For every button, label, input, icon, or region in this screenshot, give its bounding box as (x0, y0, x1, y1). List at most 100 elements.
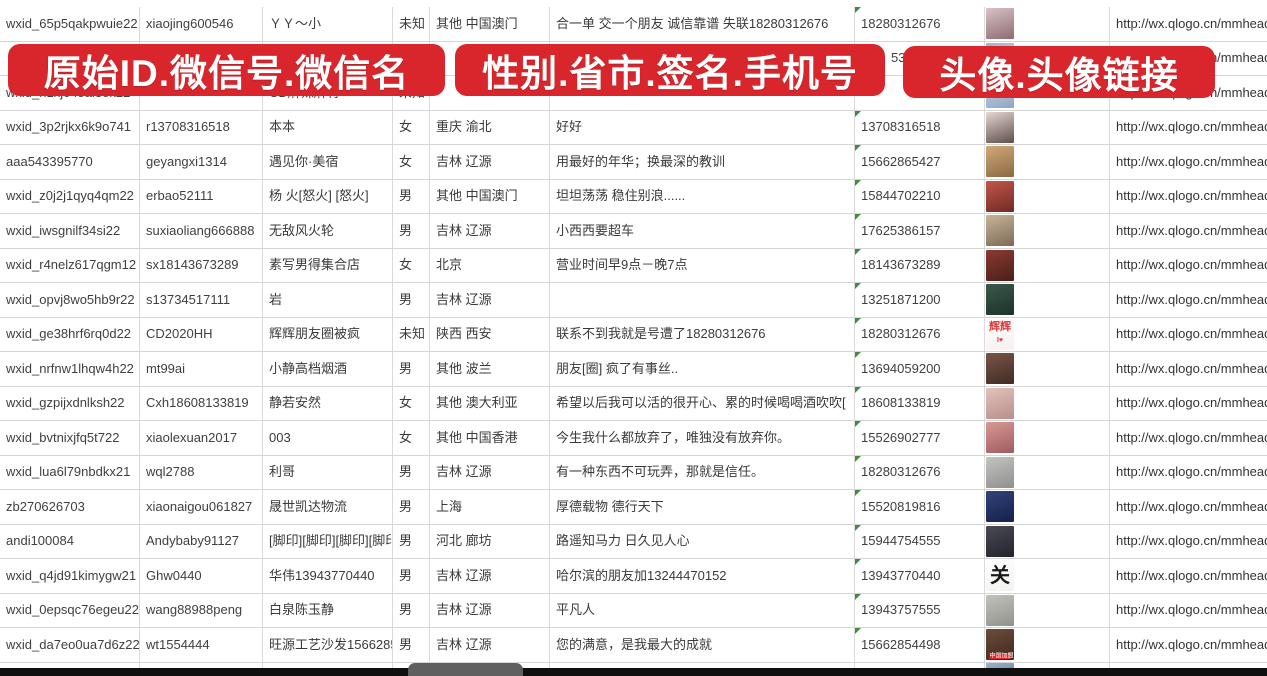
cell-wechat-name[interactable]: 无敌风火轮 (263, 214, 393, 248)
cell-avatar[interactable] (985, 593, 1110, 627)
cell-gender[interactable]: 女 (393, 248, 430, 282)
cell-wechat-name[interactable]: 杨 火[怒火] [怒火] (263, 179, 393, 213)
cell-avatar-link[interactable]: http://wx.qlogo.cn/mmhead (1116, 119, 1267, 135)
cell-phone[interactable]: 13251871200 (855, 283, 985, 317)
cell-avatar-link[interactable]: http://wx.qlogo.cn/mmhead (1116, 533, 1267, 549)
cell-gender[interactable]: 女 (393, 386, 430, 420)
cell-avatar[interactable] (985, 352, 1110, 386)
cell-wechat-name[interactable]: 白泉陈玉静 (263, 593, 393, 627)
cell-signature[interactable]: 用最好的年华；换最深的教训 (550, 145, 855, 179)
cell-original-id[interactable]: wxid_nrfnw1lhqw4h22 (0, 352, 140, 386)
cell-gender[interactable]: 女 (393, 145, 430, 179)
cell-wechat-id[interactable]: wt1554444 (140, 628, 263, 662)
cell-gender[interactable]: 男 (393, 214, 430, 248)
cell-signature[interactable]: 厚德载物 德行天下 (550, 490, 855, 524)
cell-wechat-name[interactable]: 003 (263, 421, 393, 455)
avatar-image[interactable] (986, 353, 1014, 385)
cell-gender[interactable]: 男 (393, 593, 430, 627)
cell-province[interactable]: 吉林 辽源 (430, 628, 550, 662)
cell-phone[interactable]: 18143673289 (855, 248, 985, 282)
cell-wechat-name[interactable]: 辉辉朋友圈被疯 (263, 317, 393, 351)
cell-gender[interactable]: 女 (393, 421, 430, 455)
cell-wechat-name[interactable]: 素写男得集合店 (263, 248, 393, 282)
cell-original-id[interactable]: wxid_opvj8wo5hb9r22 (0, 283, 140, 317)
cell-avatar[interactable] (985, 524, 1110, 558)
cell-avatar-link[interactable]: http://wx.qlogo.cn/mmhead (1116, 188, 1267, 204)
cell-wechat-id[interactable]: xiaolexuan2017 (140, 421, 263, 455)
cell-avatar[interactable] (985, 455, 1110, 489)
cell-avatar[interactable] (985, 7, 1110, 41)
cell-wechat-id[interactable]: mt99ai (140, 352, 263, 386)
cell-wechat-id[interactable]: geyangxi1314 (140, 145, 263, 179)
avatar-image[interactable] (986, 146, 1014, 178)
cell-wechat-id[interactable]: sx18143673289 (140, 248, 263, 282)
cell-province[interactable]: 北京 (430, 248, 550, 282)
cell-avatar-link[interactable]: http://wx.qlogo.cn/mmhead (1116, 395, 1267, 411)
cell-phone[interactable]: 15662865427 (855, 145, 985, 179)
cell-wechat-id[interactable]: Cxh18608133819 (140, 386, 263, 420)
avatar-image[interactable]: 关 (986, 560, 1014, 592)
cell-original-id[interactable]: zb270626703 (0, 490, 140, 524)
cell-province[interactable]: 其他 澳大利亚 (430, 386, 550, 420)
cell-wechat-id[interactable]: r13708316518 (140, 110, 263, 144)
cell-wechat-name[interactable]: 遇见你·美宿 (263, 145, 393, 179)
cell-province[interactable]: 陕西 西安 (430, 317, 550, 351)
cell-avatar-link[interactable]: http://wx.qlogo.cn/mmhead (1116, 567, 1267, 583)
cell-wechat-name[interactable]: 小静高档烟酒 (263, 352, 393, 386)
cell-avatar-link[interactable]: http://wx.qlogo.cn/mmhead (1116, 464, 1267, 480)
cell-wechat-id[interactable]: Andybaby91127 (140, 524, 263, 558)
cell-signature[interactable]: 您的满意，是我最大的成就 (550, 628, 855, 662)
avatar-image[interactable] (986, 215, 1014, 247)
cell-wechat-name[interactable]: 静若安然 (263, 386, 393, 420)
cell-avatar-link[interactable]: http://wx.qlogo.cn/mmhead (1116, 222, 1267, 238)
cell-original-id[interactable]: wxid_iwsgnilf34si22 (0, 214, 140, 248)
cell-phone[interactable]: 18280312676 (855, 317, 985, 351)
avatar-image[interactable] (986, 594, 1014, 626)
cell-avatar-link[interactable]: http://wx.qlogo.cn/mmhead (1116, 326, 1267, 342)
cell-wechat-name[interactable]: [脚印][脚印][脚印][脚印] (263, 524, 393, 558)
cell-wechat-name[interactable]: 利哥 (263, 455, 393, 489)
avatar-image[interactable]: 辉辉 I♥ (986, 318, 1014, 350)
avatar-image[interactable] (986, 525, 1014, 557)
cell-phone[interactable]: 13694059200 (855, 352, 985, 386)
cell-avatar-link[interactable]: http://wx.qlogo.cn/mmhead (1116, 429, 1267, 445)
cell-province[interactable]: 河北 廊坊 (430, 524, 550, 558)
cell-signature[interactable]: 合一单 交一个朋友 诚信靠谱 失联18280312676 (550, 7, 855, 41)
cell-original-id[interactable]: wxid_q4jd91kimygw21 (0, 559, 140, 593)
cell-phone[interactable]: 13943770440 (855, 559, 985, 593)
cell-phone[interactable]: 15526902777 (855, 421, 985, 455)
cell-phone[interactable]: 18608133819 (855, 386, 985, 420)
cell-province[interactable]: 其他 波兰 (430, 352, 550, 386)
avatar-image[interactable] (986, 491, 1014, 523)
cell-gender[interactable]: 未知 (393, 7, 430, 41)
cell-wechat-id[interactable]: xiaojing600546 (140, 7, 263, 41)
cell-wechat-name[interactable]: 岩 (263, 283, 393, 317)
avatar-image[interactable] (986, 249, 1014, 281)
cell-wechat-id[interactable]: wang88988peng (140, 593, 263, 627)
cell-original-id[interactable]: aaa543395770 (0, 145, 140, 179)
cell-province[interactable]: 吉林 辽源 (430, 593, 550, 627)
cell-original-id[interactable]: wxid_r4nelz617qgm12 (0, 248, 140, 282)
cell-gender[interactable]: 男 (393, 524, 430, 558)
cell-wechat-name[interactable]: 华伟13943770440 (263, 559, 393, 593)
cell-avatar-link[interactable]: http://wx.qlogo.cn/mmhead (1116, 15, 1267, 31)
cell-signature[interactable]: 希望以后我可以活的很开心、累的时候喝喝酒吹吹[ (550, 386, 855, 420)
cell-original-id[interactable]: wxid_3p2rjkx6k9o741 (0, 110, 140, 144)
cell-province[interactable]: 其他 中国香港 (430, 421, 550, 455)
cell-signature[interactable]: 朋友[圈] 疯了有事丝.. (550, 352, 855, 386)
cell-avatar[interactable] (985, 283, 1110, 317)
cell-wechat-id[interactable]: wql2788 (140, 455, 263, 489)
cell-signature[interactable]: 联系不到我就是号遭了18280312676 (550, 317, 855, 351)
cell-phone[interactable]: 17625386157 (855, 214, 985, 248)
cell-gender[interactable]: 男 (393, 283, 430, 317)
cell-gender[interactable]: 未知 (393, 317, 430, 351)
cell-province[interactable]: 吉林 辽源 (430, 145, 550, 179)
cell-phone[interactable]: 15844702210 (855, 179, 985, 213)
cell-phone[interactable]: 13708316518 (855, 110, 985, 144)
cell-phone[interactable]: 15662854498 (855, 628, 985, 662)
cell-avatar-link[interactable]: http://wx.qlogo.cn/mmhead (1116, 257, 1267, 273)
cell-signature[interactable]: 路遥知马力 日久见人心 (550, 524, 855, 558)
cell-avatar[interactable] (985, 145, 1110, 179)
cell-wechat-id[interactable]: suxiaoliang666888 (140, 214, 263, 248)
cell-avatar[interactable]: 关 (985, 559, 1110, 593)
